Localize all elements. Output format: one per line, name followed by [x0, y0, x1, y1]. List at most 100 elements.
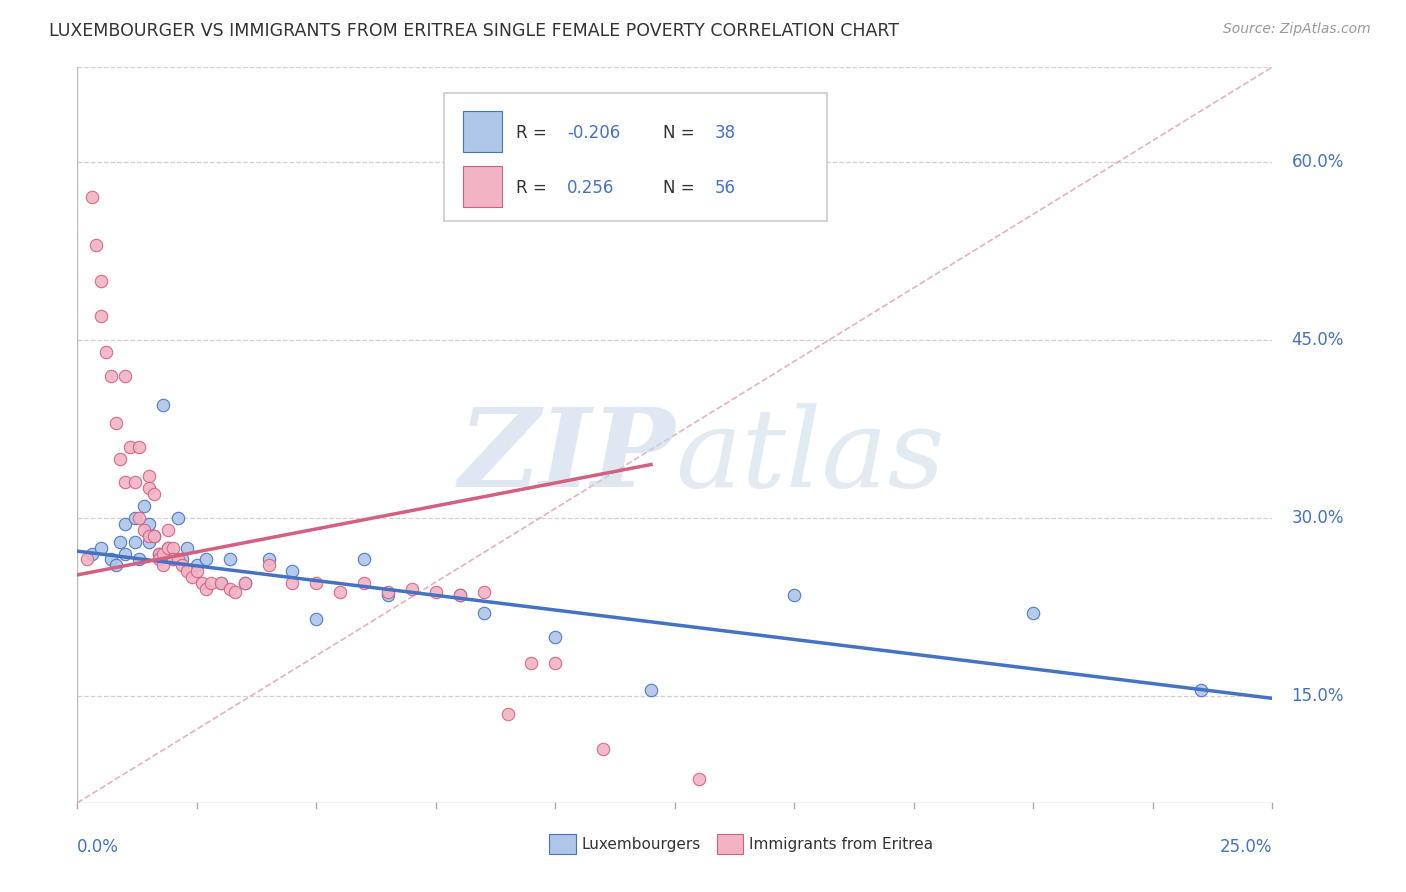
Text: N =: N =: [664, 124, 700, 142]
Text: LUXEMBOURGER VS IMMIGRANTS FROM ERITREA SINGLE FEMALE POVERTY CORRELATION CHART: LUXEMBOURGER VS IMMIGRANTS FROM ERITREA …: [49, 22, 900, 40]
Point: [219, 582, 242, 596]
FancyBboxPatch shape: [444, 93, 827, 221]
Text: 25.0%: 25.0%: [1220, 838, 1272, 856]
Text: N =: N =: [664, 179, 700, 197]
Text: 56: 56: [714, 179, 735, 197]
Point: [190, 576, 212, 591]
Text: 0.256: 0.256: [568, 179, 614, 197]
Point: [80, 547, 103, 561]
Bar: [717, 834, 742, 855]
Text: Immigrants from Eritrea: Immigrants from Eritrea: [749, 837, 934, 852]
Point: [128, 440, 150, 454]
Point: [329, 584, 352, 599]
Text: 30.0%: 30.0%: [1292, 509, 1344, 527]
Text: 0.0%: 0.0%: [77, 838, 120, 856]
Bar: [464, 111, 502, 152]
Point: [1189, 683, 1212, 698]
Point: [157, 541, 180, 555]
Point: [104, 558, 127, 573]
Point: [186, 558, 208, 573]
Point: [209, 576, 232, 591]
Point: [138, 534, 160, 549]
Text: 15.0%: 15.0%: [1292, 687, 1344, 705]
Point: [640, 683, 662, 698]
Point: [114, 475, 136, 490]
Point: [110, 451, 132, 466]
Point: [142, 529, 165, 543]
Bar: [550, 834, 575, 855]
Point: [166, 511, 188, 525]
Point: [305, 612, 328, 626]
Point: [195, 582, 218, 596]
Point: [425, 584, 447, 599]
Point: [688, 772, 710, 786]
Point: [233, 576, 256, 591]
Point: [142, 487, 165, 501]
Point: [152, 398, 174, 412]
Point: [377, 584, 399, 599]
Text: atlas: atlas: [675, 403, 945, 511]
Point: [110, 534, 132, 549]
Point: [449, 588, 471, 602]
Point: [472, 584, 495, 599]
Point: [172, 552, 194, 566]
Point: [90, 274, 112, 288]
Point: [257, 552, 280, 566]
Point: [148, 547, 170, 561]
Text: Luxembourgers: Luxembourgers: [582, 837, 702, 852]
Point: [520, 656, 543, 670]
Point: [544, 656, 567, 670]
Point: [148, 552, 170, 566]
Point: [124, 534, 146, 549]
Point: [142, 529, 165, 543]
Point: [134, 499, 156, 513]
Point: [162, 552, 184, 566]
Point: [257, 558, 280, 573]
Point: [114, 516, 136, 531]
Point: [172, 558, 194, 573]
Point: [200, 576, 222, 591]
Point: [209, 576, 232, 591]
Text: -0.206: -0.206: [568, 124, 620, 142]
Point: [195, 552, 218, 566]
Point: [544, 630, 567, 644]
Point: [186, 565, 208, 579]
Point: [496, 706, 519, 721]
Point: [114, 547, 136, 561]
Point: [353, 576, 375, 591]
Text: R =: R =: [516, 179, 553, 197]
Point: [90, 309, 112, 323]
Point: [783, 588, 806, 602]
Point: [401, 582, 423, 596]
Text: 60.0%: 60.0%: [1292, 153, 1344, 171]
Point: [90, 541, 112, 555]
Text: 45.0%: 45.0%: [1292, 331, 1344, 349]
Point: [377, 588, 399, 602]
Point: [138, 516, 160, 531]
Point: [124, 475, 146, 490]
Point: [138, 529, 160, 543]
Point: [353, 552, 375, 566]
Point: [157, 523, 180, 537]
Point: [449, 588, 471, 602]
Point: [224, 584, 246, 599]
Point: [100, 368, 122, 383]
Point: [134, 523, 156, 537]
Point: [281, 565, 304, 579]
Point: [138, 469, 160, 483]
Point: [118, 440, 141, 454]
Point: [472, 606, 495, 620]
Text: Source: ZipAtlas.com: Source: ZipAtlas.com: [1223, 22, 1371, 37]
Point: [128, 552, 150, 566]
Point: [181, 570, 204, 584]
Point: [104, 416, 127, 430]
Point: [86, 238, 108, 252]
Point: [219, 552, 242, 566]
Point: [157, 541, 180, 555]
Point: [162, 541, 184, 555]
Point: [148, 547, 170, 561]
Point: [76, 552, 98, 566]
Point: [80, 190, 103, 204]
Point: [1022, 606, 1045, 620]
Point: [176, 541, 198, 555]
